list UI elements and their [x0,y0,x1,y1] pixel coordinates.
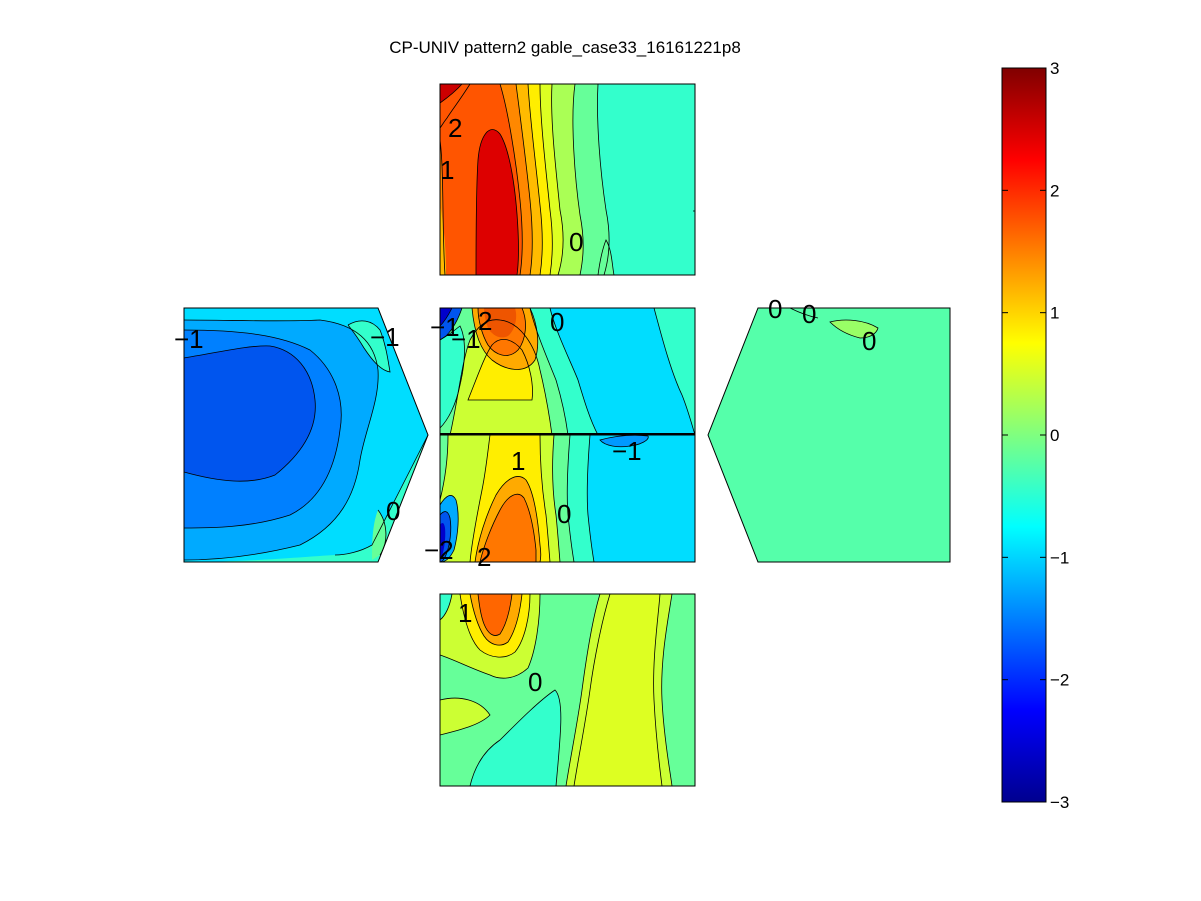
contour-label: 0 [386,496,400,526]
colorbar-tick-label: −2 [1050,671,1069,690]
panel-center-upper: −1 −1 2 0 [430,306,696,436]
contour-label: 1 [458,598,472,628]
colorbar-tick-label: −3 [1050,793,1069,812]
panel-top: 2 1 0 [439,83,696,276]
contour-label: 1 [511,446,525,476]
contour-label: −1 [430,312,460,342]
colorbar-tick-label: 2 [1050,181,1059,200]
panel-bottom: 1 0 [439,593,696,787]
colorbar: 3 2 1 0 −1 −2 −3 [1001,59,1069,812]
colorbar-tick-label: 1 [1050,304,1059,323]
contour-label: 0 [802,299,816,329]
contour-label: 0 [768,294,782,324]
contour-label: 0 [569,227,583,257]
contour-label: −1 [370,322,400,352]
contour-label: −2 [424,535,454,565]
contour-label: 2 [478,306,492,336]
panel-left: −1 −1 0 [174,307,429,563]
panel-right: 0 0 0 [707,294,951,563]
colorbar-gradient [1002,68,1046,802]
contour-label: 0 [862,326,876,356]
contour-label: −1 [451,324,481,354]
contour-label: 0 [557,499,571,529]
colorbar-tick-label: 0 [1050,426,1059,445]
contour-label: 1 [440,155,454,185]
contour-label: 2 [448,113,462,143]
contour-label: −1 [612,436,642,466]
contour-label: 2 [477,542,491,572]
chart-title: CP-UNIV pattern2 gable_case33_16161221p8 [389,38,741,57]
contour-label: 0 [550,307,564,337]
contour-label: −1 [174,324,204,354]
panel-center-lower: 1 −1 0 −2 2 [424,434,696,572]
colorbar-tick-label: −1 [1050,548,1069,567]
contour-label: 0 [528,667,542,697]
colorbar-tick-label: 3 [1050,59,1059,78]
